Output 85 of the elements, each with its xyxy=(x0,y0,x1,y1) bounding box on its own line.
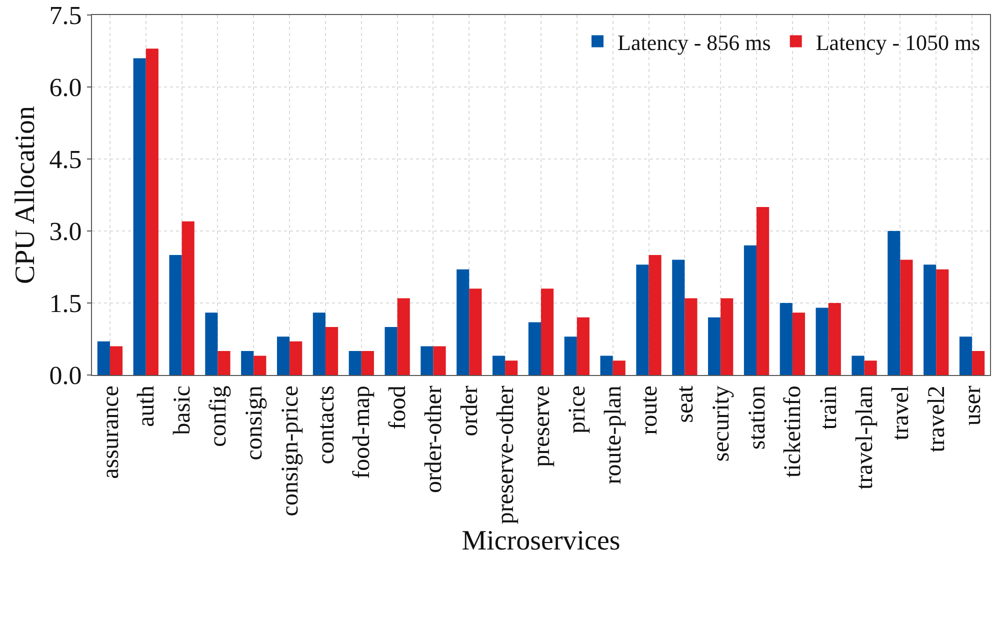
bar xyxy=(924,264,936,375)
bar xyxy=(133,58,146,375)
x-tick-label: consign-price xyxy=(277,386,304,516)
bar xyxy=(936,269,949,375)
bar xyxy=(312,312,326,375)
bar xyxy=(852,356,864,375)
x-tick-label: consign xyxy=(241,386,268,460)
legend-label: Latency - 1050 ms xyxy=(816,30,980,55)
bar xyxy=(684,298,698,375)
x-tick-label: travel2 xyxy=(924,386,950,452)
bar xyxy=(576,317,590,375)
x-tick-label: route-plan xyxy=(600,386,627,484)
bar xyxy=(528,322,541,375)
x-tick-label: food xyxy=(385,386,412,430)
bar xyxy=(205,312,218,375)
x-tick-label: preserve xyxy=(528,386,555,467)
x-axis-title: Microservices xyxy=(462,525,620,556)
y-tick-label: 3.0 xyxy=(49,217,82,246)
x-tick-label: price xyxy=(564,386,591,434)
bar xyxy=(218,351,230,375)
bar xyxy=(276,336,290,375)
bar xyxy=(792,312,806,375)
x-tick-label: food-map xyxy=(349,386,376,479)
x-tick-label: order xyxy=(456,386,483,436)
x-tick-label: ticketinfo xyxy=(780,386,806,478)
y-axis-title: CPU Allocation xyxy=(10,106,41,284)
bar xyxy=(600,356,613,375)
x-tick-label: travel-plan xyxy=(852,386,878,490)
y-tick-label: 7.5 xyxy=(49,1,82,30)
x-tick-label: order-other xyxy=(421,386,448,494)
bar xyxy=(397,298,410,375)
x-tick-label: contacts xyxy=(313,386,340,464)
x-tick-label: station xyxy=(744,386,770,450)
x-tick-label: route xyxy=(636,386,663,435)
bar xyxy=(110,346,123,375)
bar xyxy=(241,351,254,375)
x-tick-label: train xyxy=(816,386,842,430)
bar xyxy=(564,336,577,375)
x-tick-label: preserve-other xyxy=(492,386,519,524)
bar xyxy=(780,303,792,375)
y-tick-label: 0.0 xyxy=(49,361,82,390)
bar xyxy=(816,308,828,375)
bar xyxy=(361,351,374,375)
bar xyxy=(348,351,362,375)
bar xyxy=(828,303,841,375)
x-tick-label: security xyxy=(708,386,734,462)
bar xyxy=(469,288,482,375)
bar xyxy=(972,351,985,375)
legend-label: Latency - 856 ms xyxy=(618,30,771,55)
x-tick-label: config xyxy=(206,386,232,447)
bar xyxy=(97,341,110,375)
bar xyxy=(456,269,470,375)
bar xyxy=(612,360,626,375)
bar xyxy=(541,288,554,375)
bar xyxy=(744,245,757,375)
y-tick-label: 6.0 xyxy=(49,73,82,102)
y-tick-label: 4.5 xyxy=(49,145,82,174)
bar xyxy=(169,255,182,375)
bar xyxy=(708,317,721,375)
x-tick-label: basic xyxy=(170,386,196,435)
bar xyxy=(505,360,518,375)
bar xyxy=(290,341,302,375)
bar xyxy=(959,336,972,375)
bar xyxy=(756,207,770,375)
bar xyxy=(182,221,194,375)
bar xyxy=(146,48,158,375)
bar xyxy=(864,360,877,375)
bar xyxy=(720,298,734,375)
bar xyxy=(492,356,506,375)
y-tick-label: 1.5 xyxy=(49,289,82,318)
bar xyxy=(254,356,266,375)
bar xyxy=(433,346,446,375)
x-tick-label: user xyxy=(960,386,986,426)
bar xyxy=(420,346,434,375)
bar xyxy=(636,264,649,375)
x-tick-label: seat xyxy=(672,385,698,423)
bar xyxy=(648,255,662,375)
bar xyxy=(888,231,900,375)
x-tick-label: assurance xyxy=(98,386,124,479)
x-tick-label: auth xyxy=(134,386,160,427)
x-tick-label: travel xyxy=(888,385,914,440)
bar xyxy=(900,260,913,375)
bar xyxy=(672,260,685,375)
bar xyxy=(384,327,398,375)
bar xyxy=(325,327,338,375)
